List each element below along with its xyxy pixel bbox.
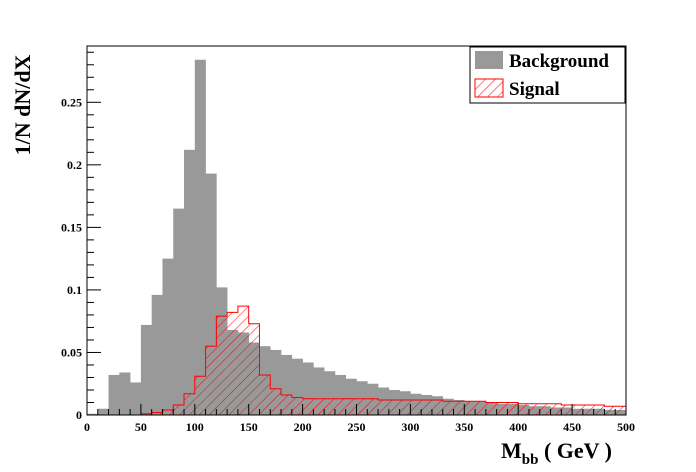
legend-swatch-signal xyxy=(474,78,504,98)
background-bar xyxy=(205,173,217,415)
signal-bar xyxy=(431,399,443,415)
signal-bar xyxy=(561,404,573,415)
signal-bar xyxy=(151,412,163,415)
background-bar xyxy=(97,408,109,415)
signal-bar xyxy=(550,403,562,415)
y-tick-label: 0.15 xyxy=(61,220,82,234)
background-bar xyxy=(119,372,131,415)
background-bar xyxy=(302,362,314,415)
signal-bar xyxy=(507,402,519,415)
background-bar xyxy=(194,59,206,415)
background-bar xyxy=(173,208,185,415)
signal-bar xyxy=(539,403,551,415)
signal-outline xyxy=(87,305,627,416)
signal-bar xyxy=(194,376,206,415)
legend-label-background: Background xyxy=(509,51,609,72)
signal-bar xyxy=(388,399,400,415)
signal-bar xyxy=(410,399,422,415)
signal-bar xyxy=(496,402,508,415)
background-bar xyxy=(87,413,99,415)
background-bar xyxy=(151,294,163,415)
x-axis-title-main: M xyxy=(501,438,522,463)
signal-bar xyxy=(615,406,626,415)
signal-bar xyxy=(184,393,195,415)
signal-bar xyxy=(216,316,228,415)
signal-bar xyxy=(248,323,260,415)
x-tick-label: 500 xyxy=(617,420,635,434)
x-axis-title: Mbb ( GeV ) xyxy=(501,438,612,468)
background-bar xyxy=(130,382,142,415)
signal-bar xyxy=(356,398,368,415)
background-bar xyxy=(291,358,303,415)
signal-bar xyxy=(324,398,335,415)
y-tick-label: 0 xyxy=(76,408,82,422)
signal-bar xyxy=(528,403,540,415)
signal-bar xyxy=(485,402,497,415)
signal-bar xyxy=(572,404,583,415)
signal-bar xyxy=(205,346,217,415)
signal-bar xyxy=(593,404,605,415)
background-histogram xyxy=(87,59,627,415)
background-bar xyxy=(324,371,336,415)
signal-bar xyxy=(302,398,314,415)
signal-bar xyxy=(421,399,432,415)
background-bar xyxy=(281,354,293,415)
x-tick-label: 100 xyxy=(186,420,204,434)
signal-bar xyxy=(281,394,292,415)
x-tick-label: 350 xyxy=(455,420,473,434)
background-bar xyxy=(356,381,368,415)
x-tick-label: 200 xyxy=(294,420,312,434)
signal-bar xyxy=(475,401,486,415)
signal-bar xyxy=(227,312,238,415)
legend-swatch-background xyxy=(475,51,503,69)
signal-bar xyxy=(259,374,271,415)
background-bar xyxy=(313,367,325,415)
x-tick-label: 150 xyxy=(240,420,258,434)
signal-bar xyxy=(162,409,174,415)
signal-bar xyxy=(270,388,282,415)
y-tick-label: 0.25 xyxy=(61,95,82,109)
signal-bar xyxy=(399,399,411,415)
background-bar xyxy=(140,324,152,415)
background-bar xyxy=(108,374,120,415)
signal-bar xyxy=(453,401,465,415)
x-axis-title-unit: ( GeV ) xyxy=(538,438,612,463)
signal-bar xyxy=(173,404,185,415)
x-axis-ticks: 0 50 100 150 200 250 300 350 400 450 500 xyxy=(84,404,635,434)
y-axis-ticks: 0 0.05 0.1 0.15 0.2 0.25 xyxy=(61,51,101,422)
x-tick-label: 300 xyxy=(401,420,419,434)
x-tick-label: 450 xyxy=(563,420,581,434)
background-bar xyxy=(184,149,196,415)
legend-label-signal: Signal xyxy=(509,79,560,100)
signal-bar xyxy=(582,404,594,415)
x-tick-label: 400 xyxy=(509,420,527,434)
signal-bar xyxy=(313,398,325,415)
x-tick-label: 0 xyxy=(84,420,90,434)
background-bar xyxy=(345,378,357,415)
signal-bar xyxy=(518,403,529,415)
y-tick-label: 0.1 xyxy=(67,283,82,297)
signal-histogram xyxy=(87,305,627,416)
signal-bar xyxy=(334,398,346,415)
y-tick-label: 0.05 xyxy=(61,345,82,359)
signal-bar xyxy=(464,401,476,415)
signal-bar xyxy=(237,306,249,415)
background-bar xyxy=(270,349,282,415)
y-tick-label: 0.2 xyxy=(67,158,82,172)
signal-bar xyxy=(367,398,379,415)
background-bar xyxy=(334,374,347,415)
signal-bar xyxy=(345,398,357,415)
signal-bar xyxy=(378,399,389,415)
signal-bar xyxy=(140,413,152,415)
x-axis-title-subscript: bb xyxy=(522,452,539,468)
signal-bar xyxy=(604,406,616,415)
x-tick-label: 250 xyxy=(348,420,366,434)
y-axis-title: 1/N dN/dX xyxy=(10,54,35,155)
signal-bar xyxy=(291,397,303,415)
legend: Background Signal xyxy=(469,46,626,104)
x-tick-label: 50 xyxy=(135,420,147,434)
signal-bar xyxy=(442,401,454,415)
background-bar xyxy=(162,258,174,415)
